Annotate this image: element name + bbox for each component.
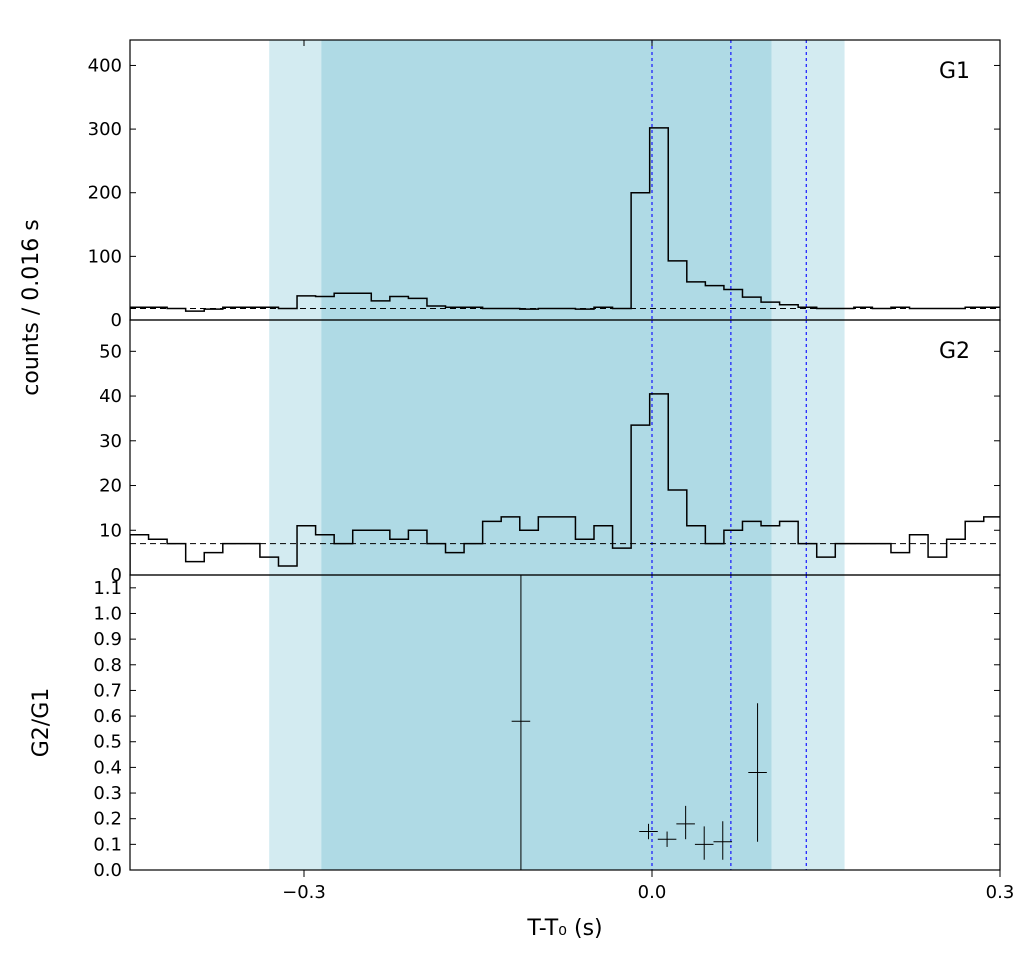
ytick-label: 0 — [111, 310, 122, 331]
chart-svg: 0100200300400010203040500.00.10.20.30.40… — [0, 0, 1034, 965]
y-axis-label-top: counts / 0.016 s — [19, 219, 44, 395]
ytick-label: 0.6 — [93, 706, 122, 727]
ytick-label: 30 — [99, 431, 122, 452]
ytick-label: 0.8 — [93, 655, 122, 676]
x-axis-label: T-T₀ (s) — [526, 916, 602, 941]
ytick-label: 10 — [99, 520, 122, 541]
xtick-label: −0.3 — [282, 882, 326, 903]
ytick-label: 0.4 — [93, 757, 122, 778]
y-axis-label-bottom: G2/G1 — [29, 688, 54, 758]
shaded-region — [321, 40, 771, 320]
panel-label-g1: G1 — [939, 59, 970, 84]
ytick-label: 0.7 — [93, 680, 122, 701]
ytick-label: 0.1 — [93, 834, 122, 855]
ytick-label: 40 — [99, 386, 122, 407]
chart-container: 0100200300400010203040500.00.10.20.30.40… — [0, 0, 1034, 965]
xtick-label: 0.3 — [986, 882, 1015, 903]
ytick-label: 0.2 — [93, 809, 122, 830]
xtick-label: 0.0 — [638, 882, 667, 903]
ytick-label: 100 — [88, 246, 122, 267]
panel-label-g2: G2 — [939, 339, 970, 364]
ytick-label: 200 — [88, 183, 122, 204]
ytick-label: 300 — [88, 119, 122, 140]
ytick-label: 1.1 — [93, 578, 122, 599]
ytick-label: 0.5 — [93, 732, 122, 753]
ytick-label: 1.0 — [93, 603, 122, 624]
ytick-label: 400 — [88, 55, 122, 76]
ytick-label: 50 — [99, 341, 122, 362]
ytick-label: 0.3 — [93, 783, 122, 804]
ytick-label: 0.0 — [93, 860, 122, 881]
shaded-region — [321, 320, 771, 575]
ytick-label: 20 — [99, 476, 122, 497]
shaded-region — [321, 575, 771, 870]
ytick-label: 0.9 — [93, 629, 122, 650]
